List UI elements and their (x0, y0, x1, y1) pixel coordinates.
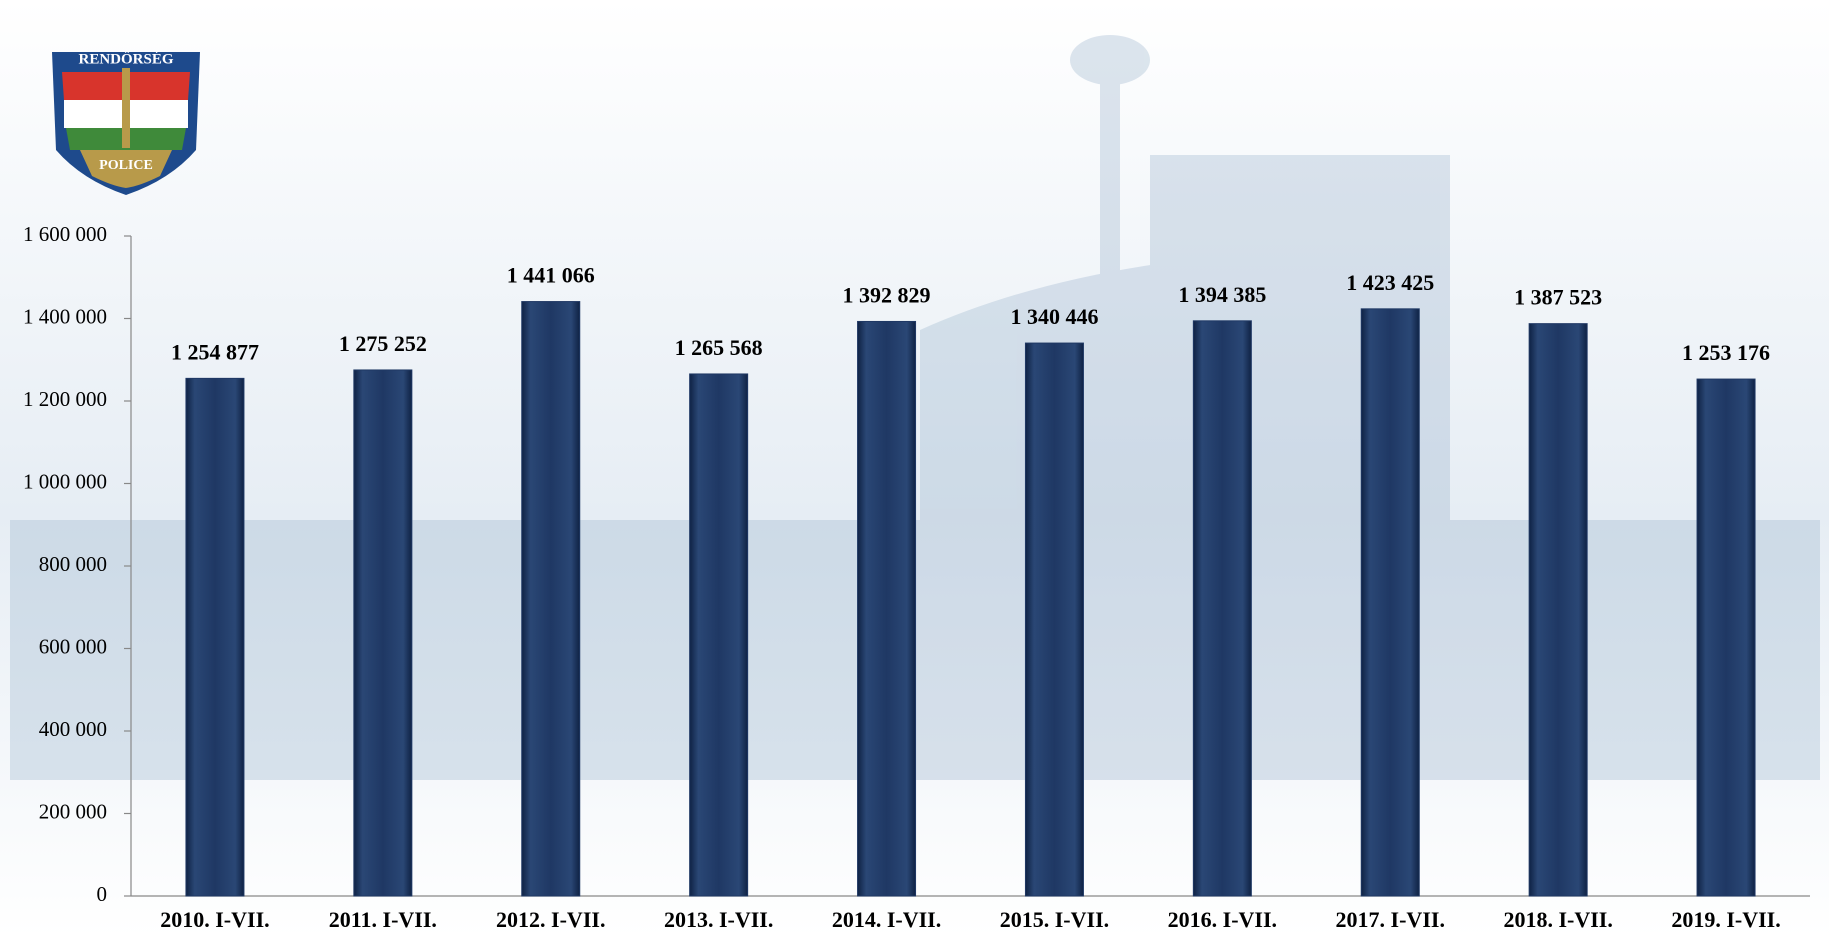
x-tick-label: 2015. I-VII. (1000, 907, 1109, 932)
y-tick-label: 1 400 000 (23, 304, 107, 328)
y-tick-label: 1 200 000 (23, 387, 107, 411)
y-tick-label: 200 000 (39, 799, 107, 823)
value-label: 1 340 446 (1010, 304, 1098, 329)
x-tick-label: 2010. I-VII. (160, 907, 269, 932)
value-label: 1 423 425 (1346, 270, 1434, 295)
x-tick-label: 2012. I-VII. (496, 907, 605, 932)
y-tick-label: 600 000 (39, 634, 107, 658)
x-tick-label: 2014. I-VII. (832, 907, 941, 932)
y-tick-label: 400 000 (39, 717, 107, 741)
value-label: 1 253 176 (1682, 340, 1770, 365)
bar (1696, 378, 1756, 897)
bar (689, 373, 749, 897)
x-tick-label: 2016. I-VII. (1168, 907, 1277, 932)
value-label: 1 441 066 (507, 263, 595, 288)
badge-top: RENDŐRSÉG (78, 50, 173, 67)
value-label: 1 265 568 (675, 335, 763, 360)
bar (353, 369, 413, 897)
value-label: 1 394 385 (1178, 282, 1266, 307)
y-tick-label: 1 600 000 (23, 222, 107, 246)
x-tick-label: 2017. I-VII. (1336, 907, 1445, 932)
value-label: 1 254 877 (171, 339, 259, 364)
value-label: 1 387 523 (1514, 285, 1602, 310)
bar (1192, 320, 1252, 897)
y-tick-label: 800 000 (39, 552, 107, 576)
bar (1360, 308, 1420, 897)
bar (1024, 342, 1084, 897)
bar (521, 301, 581, 897)
bar (185, 377, 245, 897)
bar (857, 320, 917, 897)
x-tick-label: 2019. I-VII. (1671, 907, 1780, 932)
x-tick-label: 2011. I-VII. (329, 907, 437, 932)
x-tick-label: 2013. I-VII. (664, 907, 773, 932)
y-tick-label: 1 000 000 (23, 469, 107, 493)
bar (1528, 323, 1588, 897)
y-tick-label: 0 (97, 882, 108, 906)
police-badge: RENDŐRSÉG POLICE (52, 50, 200, 195)
value-label: 1 275 252 (339, 331, 427, 356)
badge-bottom: POLICE (99, 158, 153, 173)
value-label: 1 392 829 (843, 283, 931, 308)
x-tick-label: 2018. I-VII. (1503, 907, 1612, 932)
